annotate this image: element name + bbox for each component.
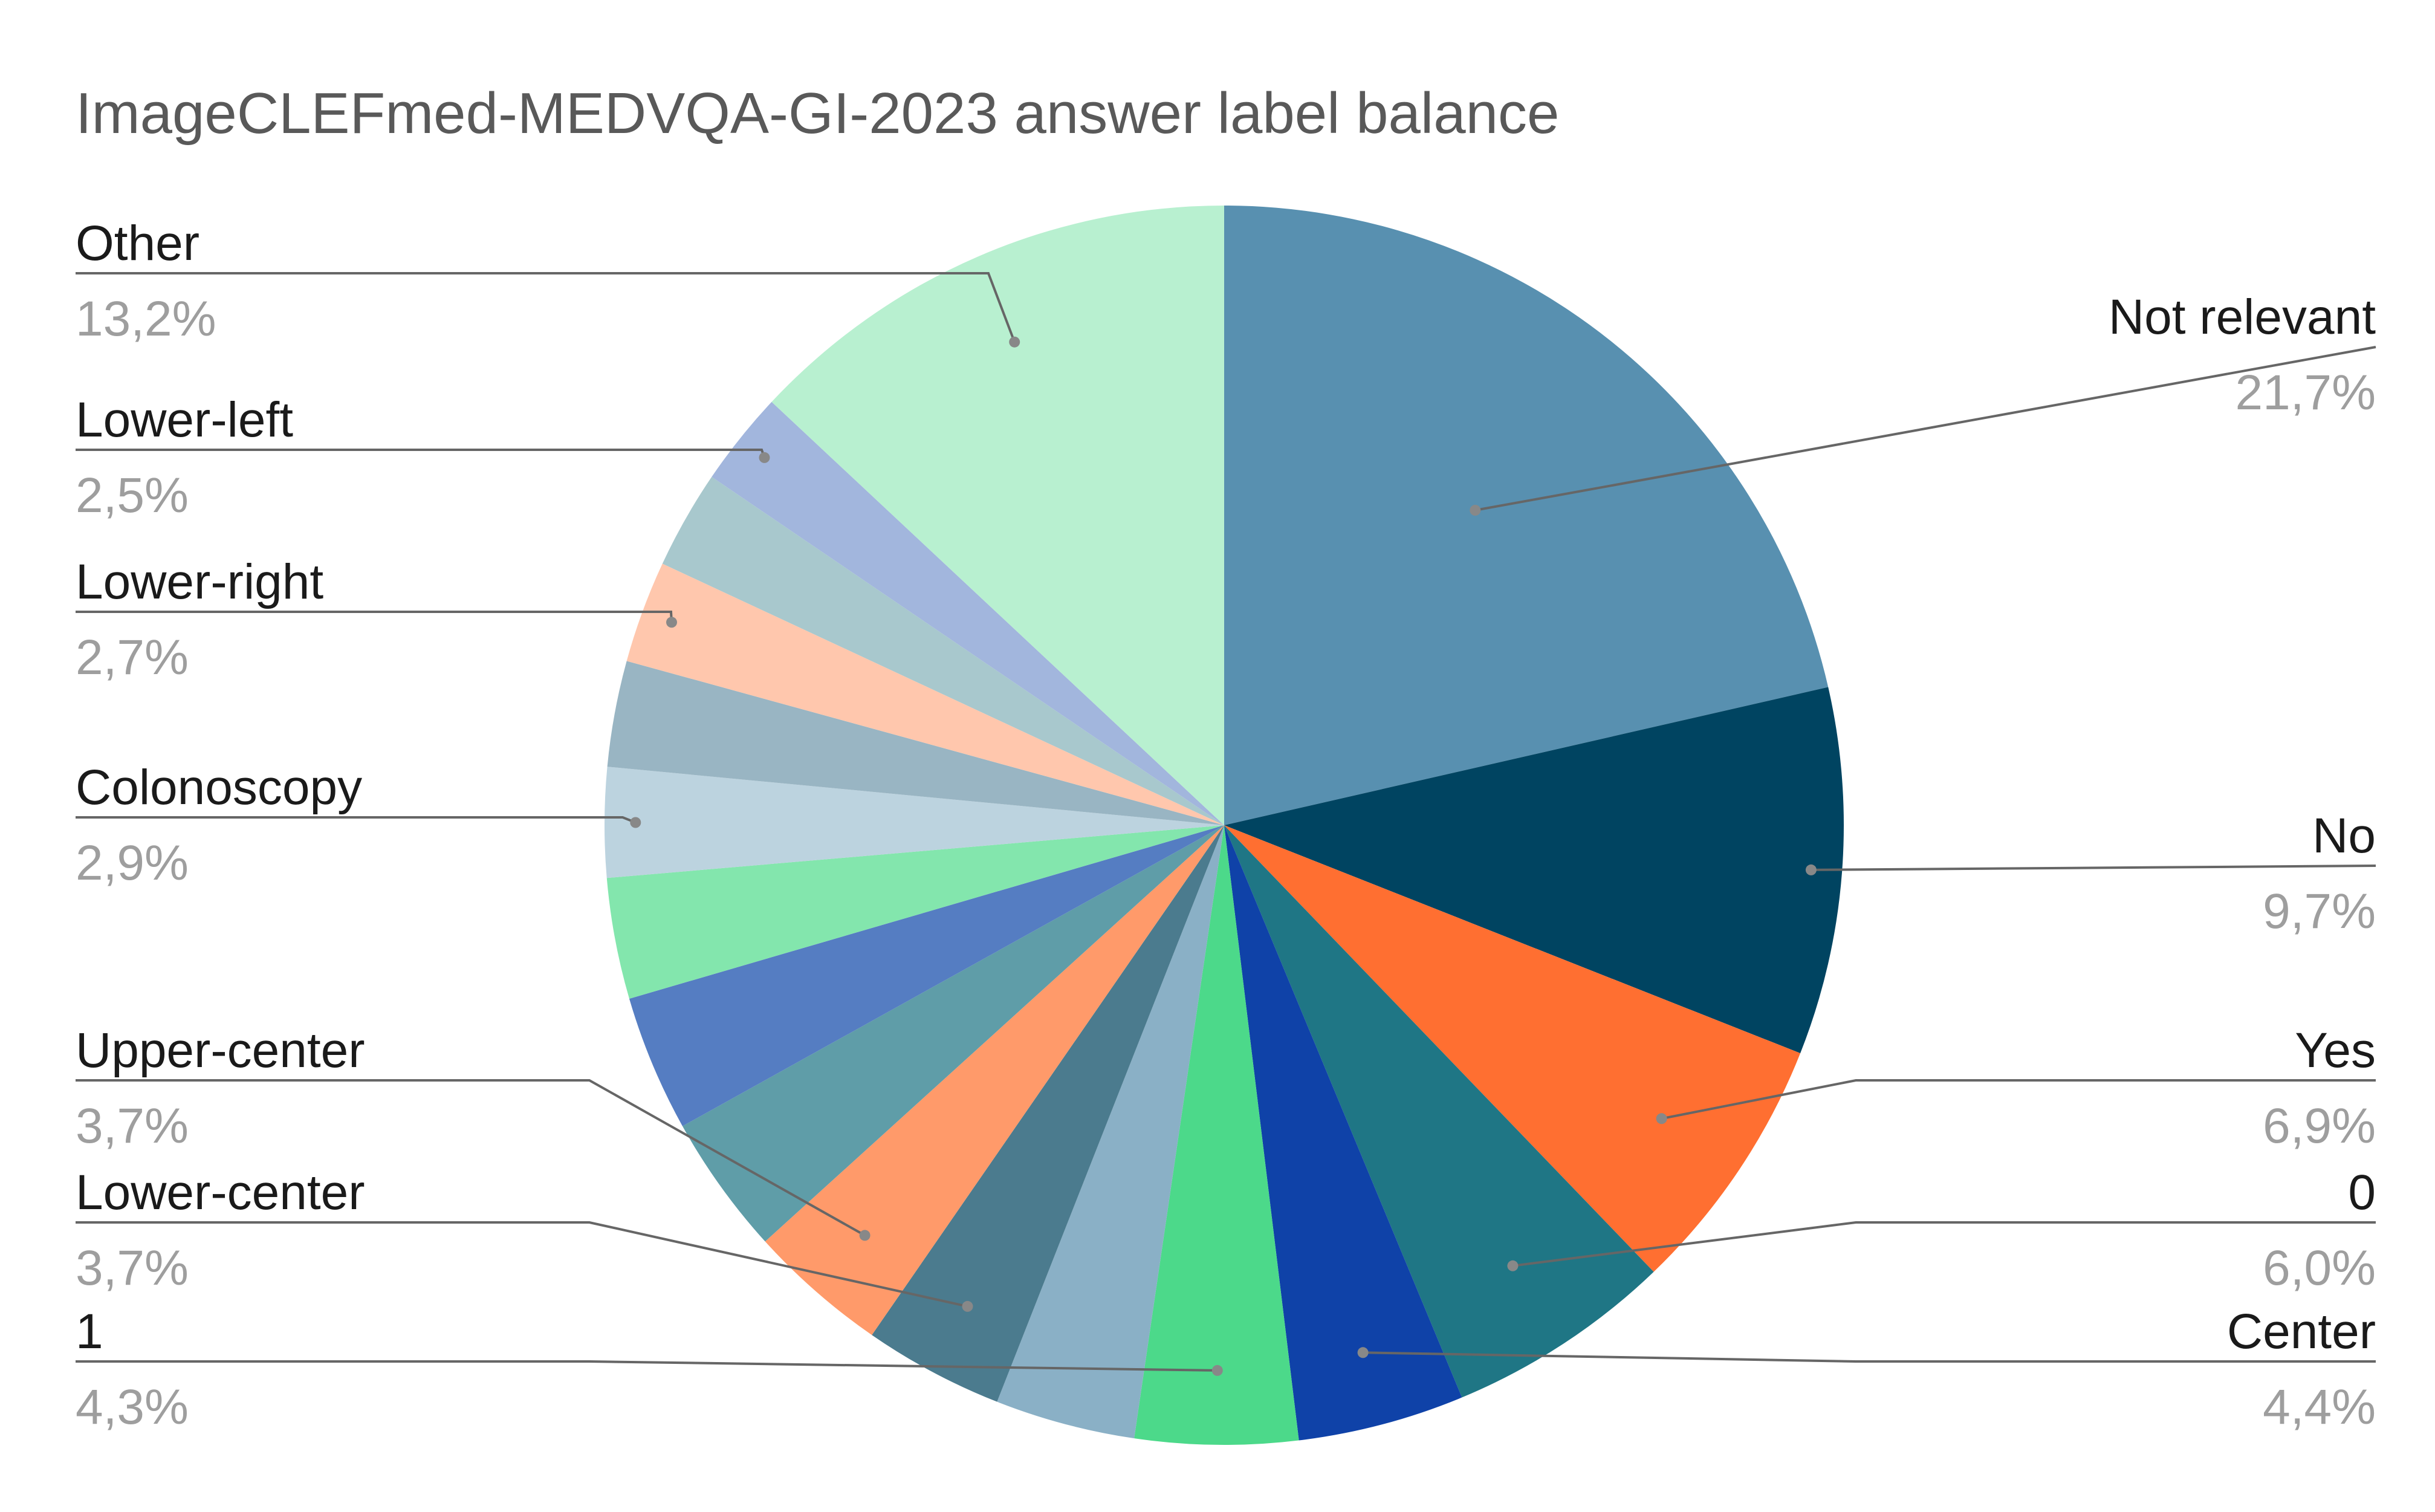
leader-dot-yes: [1656, 1113, 1667, 1124]
pie-slice-center: [1224, 825, 1462, 1441]
pie-slice-unlabeled-11: [606, 825, 1224, 999]
leader-line-center: [1363, 1351, 2376, 1363]
leader-line-lower-left: [76, 449, 766, 458]
slice-label-lower-left: Lower-left: [76, 392, 293, 447]
pie-slice-yes: [1224, 825, 1801, 1272]
slice-percent-not-relevant: 21,7%: [2235, 365, 2376, 420]
leader-line-upper-center: [76, 1079, 866, 1237]
pie-slice-lower-right: [626, 563, 1224, 825]
leader-dot-0: [1507, 1260, 1519, 1271]
slice-percent-center: 4,4%: [2263, 1380, 2376, 1435]
slice-percent-no: 9,7%: [2263, 884, 2376, 939]
slice-label-lower-center: Lower-center: [76, 1165, 365, 1220]
pie-slice-0: [1224, 825, 1654, 1398]
slice-percent-1: 4,3%: [76, 1380, 189, 1435]
pie-slice-lower-left: [712, 401, 1224, 825]
slice-percent-colonoscopy: 2,9%: [76, 835, 189, 891]
leader-dot-not-relevant: [1470, 505, 1481, 516]
leader-line-1: [76, 1360, 1218, 1372]
pie-slice-not-relevant: [1224, 205, 1829, 825]
slice-percent-lower-left: 2,5%: [76, 468, 189, 523]
slice-label-0: 0: [2348, 1165, 2376, 1220]
pie-slices: [605, 205, 1844, 1445]
leader-line-colonoscopy: [76, 816, 637, 824]
leader-dot-colonoscopy: [630, 817, 641, 828]
pie-slice-no: [1224, 687, 1844, 1054]
leader-line-no: [1811, 865, 2376, 871]
slice-label-other: Other: [76, 216, 199, 271]
leader-dot-upper-center: [859, 1230, 871, 1241]
leader-line-lower-right: [76, 611, 673, 623]
slice-percent-lower-right: 2,7%: [76, 630, 189, 685]
slice-percent-lower-center: 3,7%: [76, 1241, 189, 1296]
slice-label-colonoscopy: Colonoscopy: [76, 760, 362, 815]
leader-dot-lower-right: [666, 617, 677, 628]
pie-slice-upper-center: [765, 825, 1224, 1335]
slice-percent-other: 13,2%: [76, 291, 216, 346]
leader-line-0: [1513, 1221, 2376, 1267]
leader-dot-other: [1009, 336, 1020, 348]
pie-slice-lower-center: [872, 825, 1224, 1402]
leader-dot-lower-center: [962, 1300, 973, 1312]
slice-label-no: No: [2312, 808, 2376, 863]
leader-dot-1: [1211, 1364, 1223, 1376]
slice-label-center: Center: [2227, 1304, 2376, 1359]
slice-label-yes: Yes: [2295, 1023, 2376, 1078]
leader-dot-lower-left: [759, 452, 770, 463]
slice-label-not-relevant: Not relevant: [2109, 290, 2376, 345]
slice-label-lower-right: Lower-right: [76, 554, 323, 609]
leader-dot-no: [1805, 864, 1817, 875]
slice-label-1: 1: [76, 1304, 103, 1359]
pie-slice-unlabeled-6: [997, 825, 1224, 1439]
label-leaders: [76, 272, 2376, 1376]
pie-slice-unlabeled-13: [607, 661, 1224, 825]
slice-percent-upper-center: 3,7%: [76, 1098, 189, 1153]
pie-slice-unlabeled-10: [629, 825, 1224, 1126]
leader-line-not-relevant: [1474, 346, 2376, 511]
chart-title: ImageCLEFmed-MEDVQA-GI-2023 answer label…: [76, 81, 1559, 146]
pie-slice-unlabeled-9: [682, 825, 1224, 1242]
pie-slice-colonoscopy: [605, 767, 1224, 878]
pie-slice-1: [1134, 825, 1299, 1445]
leader-dot-center: [1357, 1347, 1369, 1358]
slice-percent-yes: 6,9%: [2263, 1098, 2376, 1153]
slice-label-upper-center: Upper-center: [76, 1023, 365, 1078]
pie-slice-unlabeled-15: [662, 476, 1224, 825]
leader-line-lower-center: [76, 1221, 968, 1308]
leader-line-yes: [1661, 1079, 2376, 1120]
slice-labels: Not relevant 21,7% No 9,7% Yes 6,9% 0 6,0% Cente…: [76, 216, 2376, 1435]
leader-line-other: [76, 272, 1016, 343]
pie-slice-other: [771, 206, 1224, 825]
slice-percent-0: 6,0%: [2263, 1241, 2376, 1296]
